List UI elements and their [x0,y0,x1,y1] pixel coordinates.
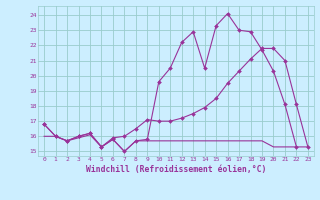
X-axis label: Windchill (Refroidissement éolien,°C): Windchill (Refroidissement éolien,°C) [86,165,266,174]
